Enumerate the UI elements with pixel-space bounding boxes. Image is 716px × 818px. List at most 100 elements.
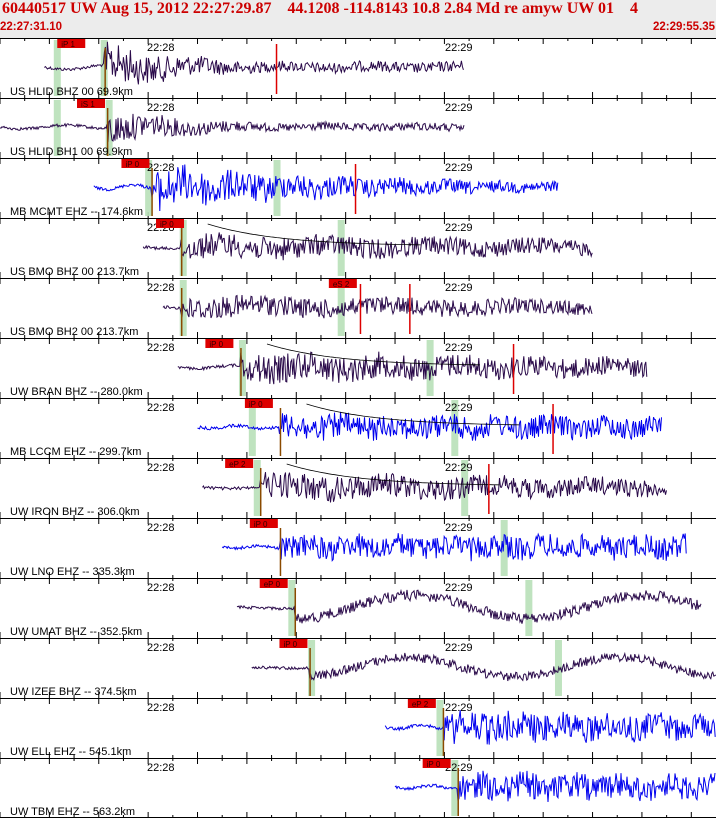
event-header: 60440517 UW Aug 15, 2012 22:27:29.87 44.… xyxy=(0,0,716,38)
waveform xyxy=(142,232,593,261)
pick-flag xyxy=(422,759,451,768)
phase-window xyxy=(461,460,469,516)
tick-label: 22:28 xyxy=(147,582,175,594)
tick-label: 22:29 xyxy=(445,222,473,234)
tick-label: 22:29 xyxy=(445,642,473,654)
tick-label: 22:28 xyxy=(147,762,175,774)
phase-window xyxy=(288,580,296,636)
pick-label: iP 0 xyxy=(209,340,223,349)
trace-row: 22:28 22:29 iP 0 UW BRAN BHZ -- 280.0km xyxy=(0,338,716,398)
pick-label: iP 0 xyxy=(160,220,174,229)
tick-label: 22:29 xyxy=(445,342,473,354)
end-time-label: 22:29:55.35 xyxy=(652,21,715,33)
tick-label: 22:28 xyxy=(147,402,175,414)
pick-label: iP 0 xyxy=(125,160,139,169)
phase-window xyxy=(179,220,187,276)
waveform xyxy=(384,710,716,745)
phase-window xyxy=(308,640,316,696)
phase-window xyxy=(337,220,345,276)
trace-row: 22:28 22:29 eP 2 UW ELL EHZ -- 545.1km xyxy=(0,698,716,758)
waveform xyxy=(202,472,667,503)
tick-label: 22:28 xyxy=(147,162,175,174)
phase-window xyxy=(426,340,434,396)
pick-label: iP 0 xyxy=(254,520,268,529)
tick-label: 22:29 xyxy=(445,102,473,114)
trace-row: 22:28 22:29 iP 0 MB MCMT EHZ -- 174.6km xyxy=(0,158,716,218)
coda-curve xyxy=(207,223,421,246)
station-label: UW LNO EHZ -- 335.3km xyxy=(10,566,135,578)
pick-flag xyxy=(328,279,357,288)
pick-label: eP 2 xyxy=(412,700,429,709)
tick-label: 22:29 xyxy=(445,162,473,174)
tick-label: 22:28 xyxy=(147,102,175,114)
pick-flag xyxy=(205,339,234,348)
phase-window xyxy=(273,160,281,216)
phase-window xyxy=(179,280,187,336)
pick-flag xyxy=(77,99,106,108)
waveform xyxy=(221,532,687,562)
tick-label: 22:28 xyxy=(147,42,175,54)
phase-window xyxy=(53,100,61,156)
waveform xyxy=(236,588,702,624)
pick-flag xyxy=(244,399,273,408)
pick-flag xyxy=(121,159,150,168)
coda-curve xyxy=(306,403,520,426)
tick-label: 22:29 xyxy=(445,402,473,414)
pick-flag xyxy=(57,39,86,48)
phase-window xyxy=(525,580,533,636)
tick-label: 22:28 xyxy=(147,342,175,354)
phase-window xyxy=(100,40,108,96)
trace-row: 22:28 22:29 eS 2 US BMO BH2 00 213.7km xyxy=(0,278,716,338)
tick-label: 22:29 xyxy=(445,282,473,294)
pick-label: iP 0 xyxy=(427,760,441,769)
station-label: US BMO BHZ 00 213.7km xyxy=(10,266,139,278)
tick-label: 22:29 xyxy=(445,582,473,594)
pick-flag xyxy=(407,699,436,708)
pick-flag xyxy=(259,579,288,588)
pick-label: eP 0 xyxy=(264,580,281,589)
station-label: US BMO BH2 00 213.7km xyxy=(10,326,138,338)
station-label: UW IZEE BHZ -- 374.5km xyxy=(10,686,137,698)
tick-label: 22:28 xyxy=(147,642,175,654)
waveform xyxy=(394,770,716,803)
trace-row: 22:28 22:29 iP 0 MB LCCM EHZ -- 299.7km xyxy=(0,398,716,458)
pick-flag xyxy=(249,519,278,528)
waveform xyxy=(93,164,559,212)
waveform xyxy=(197,411,662,441)
station-label: UW IRON BHZ -- 306.0km xyxy=(10,506,140,518)
station-label: UW UMAT BHZ -- 352.5km xyxy=(10,626,142,638)
tick-label: 22:28 xyxy=(147,462,175,474)
waveform xyxy=(44,41,464,85)
pick-flag xyxy=(156,219,185,228)
pick-label: iP 0 xyxy=(249,400,263,409)
trace-row: 22:28 22:29 eP 0 UW UMAT BHZ -- 352.5km xyxy=(0,578,716,638)
station-label: MB MCMT EHZ -- 174.6km xyxy=(10,206,143,218)
tick-label: 22:28 xyxy=(147,702,175,714)
tick-label: 22:28 xyxy=(147,522,175,534)
pick-label: iS 1 xyxy=(81,100,95,109)
tick-label: 22:29 xyxy=(445,462,473,474)
trace-row: 22:28 22:29 eP 2 UW IRON BHZ -- 306.0km xyxy=(0,458,716,518)
phase-window xyxy=(145,160,153,216)
pick-label: iP 0 xyxy=(283,640,297,649)
pick-flag xyxy=(225,459,254,468)
phase-window xyxy=(500,520,508,576)
waveform xyxy=(177,351,648,385)
station-label: US HLID BH1 00 69.9km xyxy=(10,146,132,158)
trace-row: 22:28 22:29 iS 1 US HLID BH1 00 69.9km xyxy=(0,98,716,158)
pick-label: eP 2 xyxy=(229,460,246,469)
trace-row: 22:28 22:29 iP 0 UW IZEE BHZ -- 374.5km xyxy=(0,638,716,698)
pick-flag xyxy=(279,639,308,648)
station-label: UW BRAN BHZ -- 280.0km xyxy=(10,386,143,398)
waveform xyxy=(162,294,593,319)
trace-row: 22:28 22:29 iP 1 US HLID BHZ 00 69.9km xyxy=(0,38,716,98)
tick-label: 22:28 xyxy=(147,282,175,294)
station-label: UW ELL EHZ -- 545.1km xyxy=(10,746,131,758)
tick-label: 22:29 xyxy=(445,522,473,534)
event-title: 60440517 UW Aug 15, 2012 22:27:29.87 44.… xyxy=(2,0,638,17)
coda-curve xyxy=(286,463,500,486)
waveform xyxy=(0,113,465,143)
